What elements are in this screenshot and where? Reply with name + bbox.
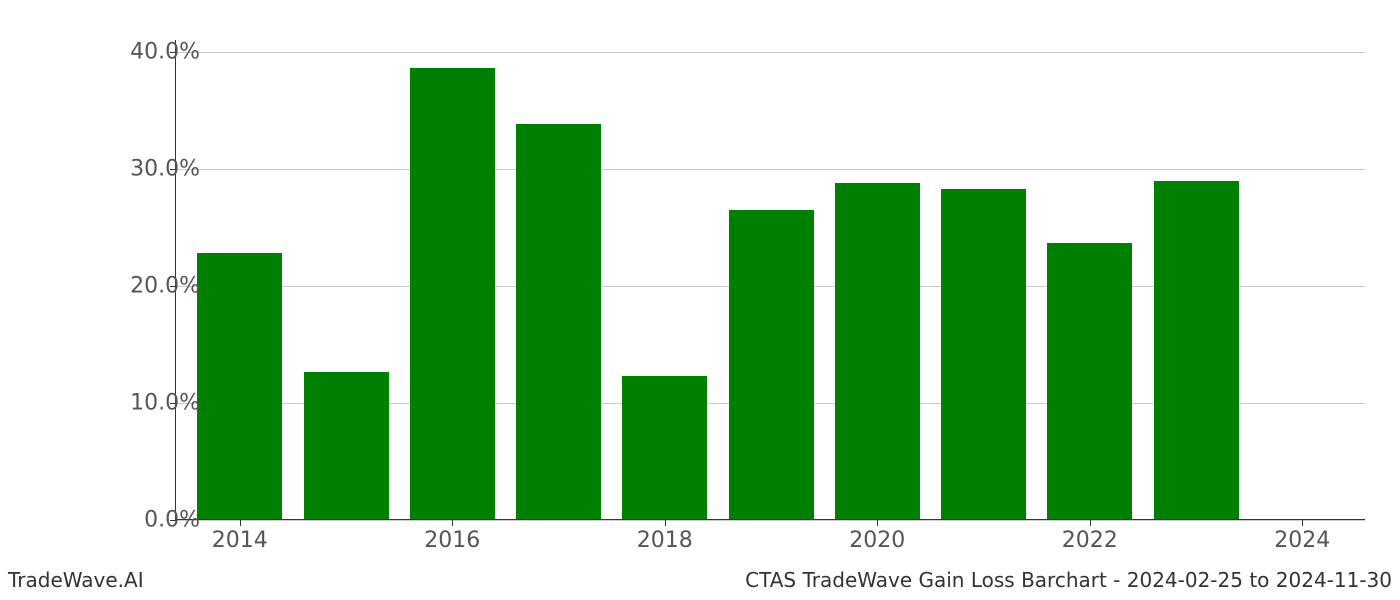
y-tick-label: 40.0%: [100, 39, 200, 64]
y-tick-label: 30.0%: [100, 156, 200, 181]
x-tick-mark: [665, 520, 666, 526]
gridline: [176, 520, 1365, 521]
x-tick-label: 2024: [1274, 528, 1330, 553]
x-tick-label: 2016: [424, 528, 480, 553]
bar-chart: 201420162018202020222024: [175, 40, 1365, 520]
x-tick-label: 2018: [637, 528, 693, 553]
bar: [1047, 243, 1132, 519]
y-tick-label: 20.0%: [100, 273, 200, 298]
bar: [516, 124, 601, 519]
footer-right-label: CTAS TradeWave Gain Loss Barchart - 2024…: [745, 568, 1392, 592]
x-tick-label: 2020: [849, 528, 905, 553]
bar: [941, 189, 1026, 519]
bar: [304, 372, 389, 520]
x-tick-label: 2022: [1062, 528, 1118, 553]
plot-area: 201420162018202020222024: [175, 40, 1365, 520]
y-tick-label: 10.0%: [100, 390, 200, 415]
bar: [197, 253, 282, 519]
bar: [1154, 181, 1239, 519]
x-tick-mark: [1302, 520, 1303, 526]
x-tick-label: 2014: [212, 528, 268, 553]
x-tick-mark: [452, 520, 453, 526]
bar: [729, 210, 814, 519]
footer-left-label: TradeWave.AI: [8, 568, 144, 592]
x-tick-mark: [1090, 520, 1091, 526]
gridline: [176, 52, 1365, 53]
x-tick-mark: [877, 520, 878, 526]
gridline: [176, 169, 1365, 170]
bar: [622, 376, 707, 519]
bar: [835, 183, 920, 519]
y-tick-label: 0.0%: [100, 508, 200, 533]
x-tick-mark: [240, 520, 241, 526]
bar: [410, 68, 495, 519]
